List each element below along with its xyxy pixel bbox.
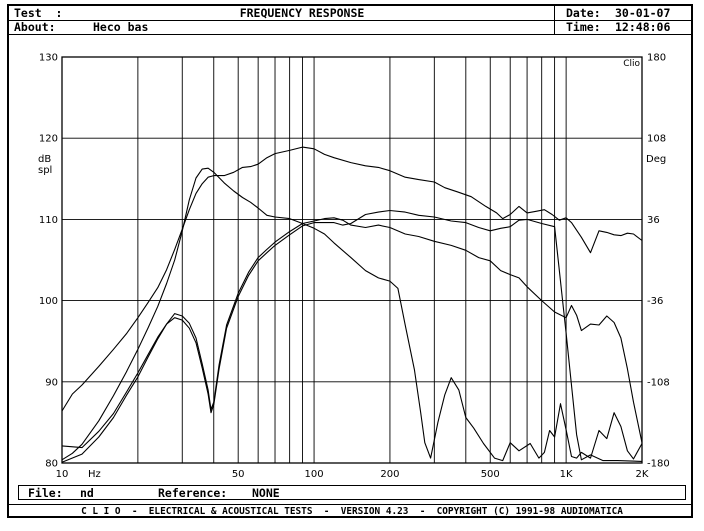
plot-area-border bbox=[61, 56, 643, 464]
grid-lines bbox=[62, 56, 642, 464]
x-tick-label: 2K bbox=[636, 469, 649, 480]
header-divider bbox=[9, 34, 691, 35]
header-left-midline bbox=[9, 20, 554, 21]
clio-brand-label: Clio bbox=[623, 59, 640, 69]
header-right-midline bbox=[554, 20, 691, 21]
about-value: Heco bas bbox=[93, 20, 149, 34]
y-right-tick-label: 180 bbox=[647, 53, 666, 64]
time-label: Time: bbox=[566, 20, 601, 34]
date-value: 30-01-07 bbox=[615, 6, 671, 20]
x-tick-label: 500 bbox=[481, 469, 500, 480]
series-line-3 bbox=[61, 217, 643, 463]
series-line-4 bbox=[61, 209, 643, 462]
y-left-tick-label: 80 bbox=[45, 459, 58, 470]
x-tick-label: 50 bbox=[232, 469, 245, 480]
y-left-tick-label: 120 bbox=[39, 134, 58, 145]
y-right-tick-label: 36 bbox=[647, 215, 660, 226]
time-value: 12:48:06 bbox=[615, 20, 671, 34]
x-tick-label: 10 bbox=[56, 469, 69, 480]
x-tick-label: 1K bbox=[560, 469, 573, 480]
file-label: File: bbox=[28, 486, 63, 500]
footer-divider bbox=[9, 504, 691, 505]
series-line-1 bbox=[61, 146, 643, 412]
y-left-tick-label: 130 bbox=[39, 53, 58, 64]
y-right-tick-label: 108 bbox=[647, 134, 666, 145]
y-right-tick-label: -180 bbox=[647, 459, 670, 470]
y-right-tick-label: -108 bbox=[647, 377, 670, 388]
test-label: Test : bbox=[14, 6, 63, 20]
y-right-tick-label: -36 bbox=[647, 296, 663, 307]
plot-window-frame bbox=[7, 4, 693, 518]
y-left-axis-label-spl: spl bbox=[38, 165, 52, 176]
about-label: About: bbox=[14, 20, 56, 34]
y-left-tick-label: 100 bbox=[39, 296, 58, 307]
series-layer bbox=[61, 146, 643, 463]
x-axis-unit-label: Hz bbox=[88, 469, 101, 480]
y-left-tick-label: 90 bbox=[45, 377, 58, 388]
tick-labels: 80 90 100 110 120 130 -180 -108 -36 36 108 180 10 50 1… bbox=[39, 53, 670, 481]
chart-title: FREQUENCY RESPONSE bbox=[239, 6, 365, 20]
reference-label: Reference: bbox=[158, 486, 228, 500]
x-tick-label: 100 bbox=[305, 469, 324, 480]
y-left-axis-label-db: dB bbox=[38, 154, 51, 165]
date-label: Date: bbox=[566, 6, 601, 20]
x-tick-label: 200 bbox=[380, 469, 399, 480]
clio-banner: C L I O - ELECTRICAL & ACOUSTICAL TESTS … bbox=[81, 506, 623, 517]
y-left-tick-label: 110 bbox=[39, 215, 58, 226]
y-right-axis-label-deg: Deg bbox=[646, 154, 666, 165]
series-line-2 bbox=[61, 167, 643, 462]
file-info-box bbox=[18, 485, 686, 500]
file-value: nd bbox=[80, 486, 94, 500]
reference-value: NONE bbox=[252, 486, 280, 500]
